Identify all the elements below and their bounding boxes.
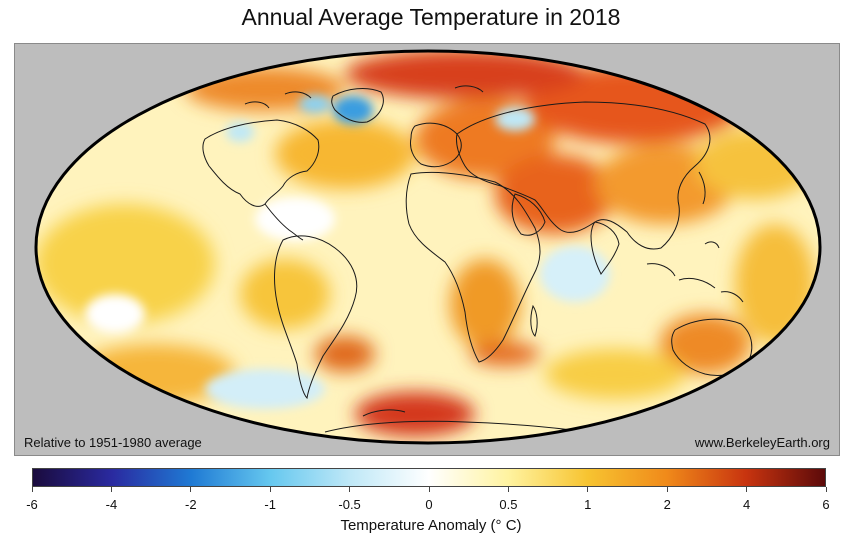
baseline-note: Relative to 1951-1980 average (24, 435, 202, 450)
legend-title: Temperature Anomaly (° C) (340, 517, 522, 534)
legend-tick-mark (349, 487, 351, 492)
legend-tick-mark (746, 487, 748, 492)
map-panel: Relative to 1951-1980 average www.Berkel… (14, 43, 840, 456)
coastlines (202, 85, 753, 441)
legend-tick-label: 2 (663, 497, 671, 512)
color-legend-bar (32, 468, 826, 487)
legend-tick-mark (110, 487, 112, 492)
legend-tick-mark (507, 487, 509, 492)
legend-tick-label: -6 (26, 497, 38, 512)
anomaly-field (36, 51, 820, 443)
map-title: Annual Average Temperature in 2018 (241, 4, 621, 30)
legend-tick-label: -4 (105, 497, 118, 512)
legend-tick-mark (190, 487, 192, 492)
legend-tick-mark (428, 487, 430, 492)
legend-tick-label: -1 (264, 497, 276, 512)
legend-tick-label: -2 (185, 497, 197, 512)
legend-tick-mark (825, 487, 827, 492)
legend-tick-label: 0 (425, 497, 433, 512)
legend-tick-label: 1 (584, 497, 592, 512)
world-temperature-map (34, 49, 822, 445)
legend-tick-mark (587, 487, 589, 492)
legend-tick-mark (269, 487, 271, 492)
globe-outline (34, 49, 822, 445)
legend-tick-label: -0.5 (338, 497, 361, 512)
legend-tick-mark (31, 487, 33, 492)
legend-tick-mark (666, 487, 668, 492)
legend-tick-label: 0.5 (499, 497, 518, 512)
legend-tick-label: 4 (742, 497, 751, 512)
legend-tick-label: 6 (822, 497, 830, 512)
source-link[interactable]: www.BerkeleyEarth.org (694, 435, 830, 450)
